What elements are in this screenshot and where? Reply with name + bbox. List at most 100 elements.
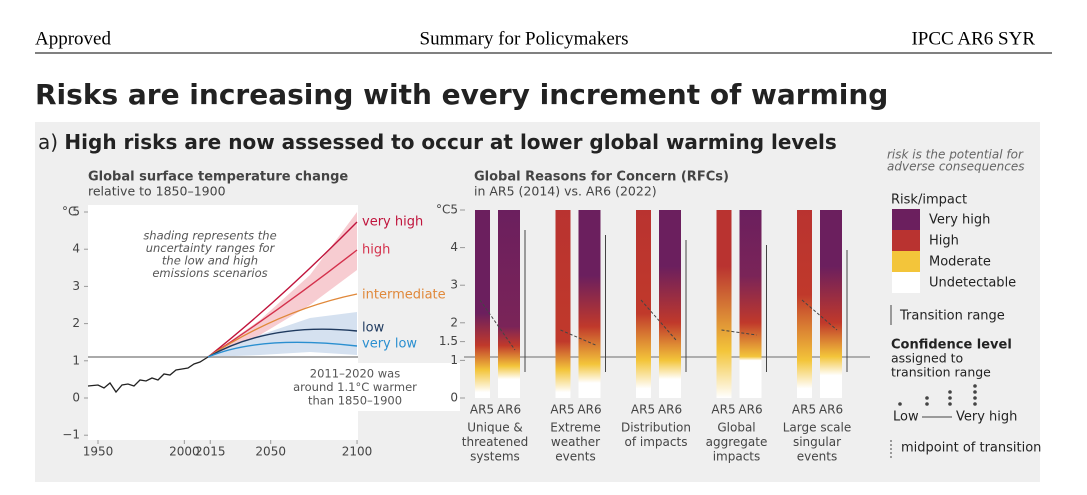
scenario-label: low	[362, 321, 385, 336]
rfc-label: Global	[717, 421, 755, 435]
transition-label: Transition range	[899, 309, 1005, 324]
ar6-label: AR6	[658, 403, 682, 417]
confidence-dot	[973, 390, 977, 394]
annotation-box	[285, 363, 460, 411]
y-tick-label: 5	[72, 205, 80, 219]
bar-ar5	[797, 210, 812, 398]
very-high-line	[207, 221, 358, 358]
rfc-label: impacts	[713, 450, 761, 464]
very-high-label: Very high	[956, 410, 1017, 425]
rfc-label: Large scale	[783, 421, 852, 435]
rfc-label: of impacts	[625, 435, 688, 449]
confidence-dot	[973, 396, 977, 400]
rfc-label: Extreme	[550, 421, 601, 435]
very-low-line	[207, 341, 358, 358]
ar5-label: AR5	[792, 403, 816, 417]
annotation-line: around 1.1°C warmer	[293, 380, 417, 394]
header-center: Summary for Policymakers	[420, 28, 629, 49]
title: Risks are increasing with every incremen…	[35, 78, 888, 111]
y-tick-label: 3	[450, 278, 458, 292]
legend-label: Very high	[929, 213, 990, 228]
x-tick-label: 2000	[169, 445, 200, 459]
ar5-label: AR5	[470, 403, 494, 417]
legend-note: adverse consequences	[887, 160, 1024, 174]
historical	[87, 356, 209, 394]
y-tick-label: 2	[450, 315, 458, 329]
annotation-line: emissions scenarios	[152, 266, 267, 280]
x-tick-label: 1950	[83, 445, 114, 459]
confidence-dot	[898, 402, 902, 406]
header-right: IPCC AR6 SYR	[911, 28, 1035, 49]
bar-ar5	[475, 210, 490, 398]
y-tick-label: −1	[62, 428, 80, 442]
scenario-label: high	[362, 243, 390, 258]
legend-note: risk is the potential for	[887, 148, 1024, 162]
bar-ar6	[498, 210, 520, 398]
legend-swatch	[892, 272, 920, 293]
high-shading	[208, 212, 357, 357]
x-tick-label: 2015	[195, 445, 226, 459]
confidence-dot	[973, 402, 977, 406]
rfc-label: Unique &	[467, 421, 523, 435]
left-title: Global surface temperature change	[88, 170, 348, 185]
y-tick-label: 1.5	[439, 334, 458, 348]
annotation-line: than 1850–1900	[308, 394, 402, 408]
confidence-dot	[948, 396, 952, 400]
rfc-label: Distribution	[621, 421, 691, 435]
annotation-line: 2011–2020 was	[310, 367, 400, 381]
rfc-label: weather	[551, 435, 600, 449]
ar5-label: AR5	[550, 403, 574, 417]
right-title: Global Reasons for Concern (RFCs)	[474, 170, 729, 185]
y-tick-label: 5	[450, 203, 458, 217]
transition-line	[640, 299, 677, 341]
rfc-label: aggregate	[706, 435, 768, 449]
confidence-label: Confidence level	[891, 338, 1012, 353]
y-tick-label: 0	[450, 391, 458, 405]
midpoint-label: midpoint of transition	[901, 441, 1041, 456]
low-label: Low	[893, 410, 919, 425]
y-tick-label: 4	[450, 240, 458, 254]
header-left: Approved	[35, 28, 111, 49]
ar6-label: AR6	[738, 403, 762, 417]
y-tick-label: 1	[450, 353, 458, 367]
right-unit: °C	[436, 203, 450, 217]
panel-prefix: a)	[38, 130, 58, 154]
legend-swatch	[892, 251, 920, 272]
bar-ar5	[716, 210, 732, 398]
legend-swatch	[892, 230, 920, 251]
left-subtitle: relative to 1850–1900	[88, 184, 226, 199]
intermediate-line	[207, 293, 358, 358]
ar5-label: AR5	[711, 403, 735, 417]
scenario-label: very low	[362, 337, 417, 352]
ar6-label: AR6	[577, 403, 601, 417]
panel-heading: a) High risks are now assessed to occur …	[38, 130, 837, 154]
y-tick-label: 2	[72, 316, 80, 330]
annotation-line: shading represents the	[143, 229, 276, 243]
ar5-label: AR5	[631, 403, 655, 417]
legend-label: High	[929, 234, 959, 249]
confidence-dot	[948, 402, 952, 406]
rfc-label: events	[797, 450, 837, 464]
x-tick-label: 2100	[342, 445, 373, 459]
legend-label: Moderate	[929, 255, 991, 270]
scenario-label: very high	[362, 215, 423, 230]
confidence-dot	[948, 390, 952, 394]
bar-ar6	[578, 210, 601, 398]
rfc-label: events	[555, 450, 595, 464]
transition-line	[479, 299, 516, 351]
transition-line	[721, 329, 757, 336]
confidence-dot	[973, 384, 977, 388]
panel-heading-text: High risks are now assessed to occur at …	[64, 130, 836, 154]
bar-ar6	[739, 210, 762, 398]
y-tick-label: 0	[72, 391, 80, 405]
confidence-label: transition range	[891, 365, 991, 380]
transition-line	[801, 299, 838, 331]
rfc-label: systems	[470, 450, 520, 464]
legend-title: Risk/impact	[891, 193, 967, 208]
y-tick-label: 3	[72, 279, 80, 293]
annotation-line: uncertainty ranges for	[146, 241, 276, 255]
confidence-label: assigned to	[891, 351, 963, 366]
low-line	[207, 328, 358, 358]
legend-swatch	[892, 209, 920, 230]
scenario-label: intermediate	[362, 288, 446, 303]
